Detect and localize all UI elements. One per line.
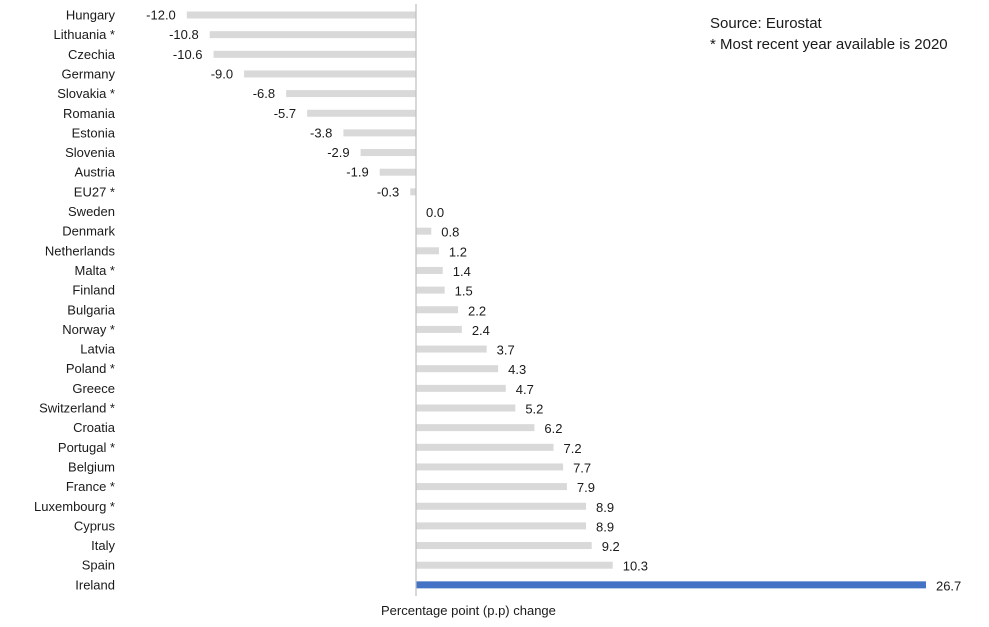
category-label-ireland: Ireland: [75, 577, 115, 592]
bar-bulgaria: [416, 306, 459, 314]
category-label-france: France *: [66, 479, 115, 494]
value-labels: -12.0 -10.8 -10.6 -9.0 -6.8 -5.7 -3.8 -2.9 -1.9-…: [146, 8, 961, 594]
bar-portugal: [416, 443, 554, 451]
bar-romania: [307, 109, 416, 117]
value-label-bulgaria: 2.2: [468, 303, 486, 318]
bar-austria: [379, 168, 416, 176]
category-label-denmark: Denmark: [62, 224, 115, 239]
category-label-netherlands: Netherlands: [45, 243, 116, 258]
value-label-austria: -1.9: [346, 165, 368, 180]
bar-poland: [416, 365, 499, 373]
value-label-latvia: 3.7: [497, 343, 515, 358]
bar-slovenia: [360, 149, 416, 157]
category-label-spain: Spain: [82, 558, 115, 573]
bar-spain: [416, 561, 613, 569]
bar-eu27: [410, 188, 416, 196]
category-label-slovakia: Slovakia *: [57, 86, 115, 101]
bars-group: [186, 11, 926, 589]
category-label-switzerland: Switzerland *: [39, 401, 115, 416]
x-axis-title: Percentage point (p.p) change: [381, 603, 556, 618]
category-label-sweden: Sweden: [68, 204, 115, 219]
bar-italy: [416, 542, 592, 550]
category-label-croatia: Croatia: [73, 420, 116, 435]
bar-denmark: [416, 227, 432, 235]
value-label-slovenia: -2.9: [327, 145, 349, 160]
value-label-switzerland: 5.2: [525, 402, 543, 417]
value-label-slovakia: -6.8: [253, 86, 275, 101]
category-label-norway: Norway *: [62, 322, 115, 337]
bar-belgium: [416, 463, 564, 471]
bar-hungary: [186, 11, 416, 19]
category-label-cyprus: Cyprus: [74, 518, 116, 533]
bar-greece: [416, 384, 506, 392]
bar-estonia: [343, 129, 416, 137]
category-label-finland: Finland: [72, 283, 115, 298]
bar-czechia: [213, 50, 416, 58]
value-label-denmark: 0.8: [441, 225, 459, 240]
category-label-luxembourg: Luxembourg *: [34, 499, 115, 514]
bar-slovakia: [286, 90, 416, 98]
category-label-germany: Germany: [62, 66, 116, 81]
category-label-portugal: Portugal *: [58, 440, 115, 455]
bar-cyprus: [416, 522, 586, 530]
category-label-italy: Italy: [91, 538, 115, 553]
bar-netherlands: [416, 247, 439, 255]
value-label-germany: -9.0: [211, 66, 233, 81]
value-label-greece: 4.7: [516, 382, 534, 397]
category-label-czechia: Czechia: [68, 47, 116, 62]
source-note: Source: Eurostat: [710, 15, 822, 32]
category-label-lithuania: Lithuania *: [54, 27, 115, 42]
value-label-norway: 2.4: [472, 323, 490, 338]
value-label-croatia: 6.2: [544, 421, 562, 436]
category-label-romania: Romania: [63, 106, 116, 121]
footnote-note: * Most recent year available is 2020: [710, 36, 948, 53]
value-label-malta: 1.4: [453, 264, 471, 279]
value-label-poland: 4.3: [508, 362, 526, 377]
value-label-czechia: -10.6: [173, 47, 203, 62]
bar-croatia: [416, 424, 535, 432]
bar-switzerland: [416, 404, 516, 412]
value-label-sweden: 0.0: [426, 205, 444, 220]
bar-luxembourg: [416, 502, 586, 510]
value-label-luxembourg: 8.9: [596, 500, 614, 515]
value-label-hungary: -12.0: [146, 8, 176, 23]
bar-ireland: [416, 581, 926, 589]
value-label-belgium: 7.7: [573, 460, 591, 475]
value-label-lithuania: -10.8: [169, 27, 199, 42]
value-label-netherlands: 1.2: [449, 244, 467, 259]
bar-malta: [416, 266, 443, 274]
value-label-eu27: -0.3: [377, 184, 399, 199]
bar-latvia: [416, 345, 487, 353]
category-label-bulgaria: Bulgaria: [67, 302, 115, 317]
bar-germany: [244, 70, 416, 78]
category-label-austria: Austria: [75, 165, 116, 180]
category-label-latvia: Latvia: [80, 342, 115, 357]
bar-lithuania: [209, 31, 416, 39]
value-label-cyprus: 8.9: [596, 519, 614, 534]
category-label-greece: Greece: [72, 381, 115, 396]
category-label-poland: Poland *: [66, 361, 115, 376]
category-label-estonia: Estonia: [72, 125, 116, 140]
value-label-italy: 9.2: [602, 539, 620, 554]
value-label-finland: 1.5: [455, 284, 473, 299]
category-label-hungary: Hungary: [66, 8, 116, 23]
bar-norway: [416, 325, 462, 333]
bar-france: [416, 483, 567, 491]
value-label-spain: 10.3: [623, 559, 648, 574]
bar-finland: [416, 286, 445, 294]
value-label-france: 7.9: [577, 480, 595, 495]
value-label-portugal: 7.2: [564, 441, 582, 456]
category-label-malta: Malta *: [75, 263, 115, 278]
category-label-eu27: EU27 *: [74, 184, 115, 199]
category-labels: Hungary Lithuania * Czechia Germany Slovakia…: [34, 8, 116, 593]
value-label-romania: -5.7: [274, 106, 296, 121]
value-label-estonia: -3.8: [310, 125, 332, 140]
category-label-slovenia: Slovenia: [65, 145, 116, 160]
category-label-belgium: Belgium: [68, 459, 115, 474]
value-label-ireland: 26.7: [936, 578, 961, 593]
